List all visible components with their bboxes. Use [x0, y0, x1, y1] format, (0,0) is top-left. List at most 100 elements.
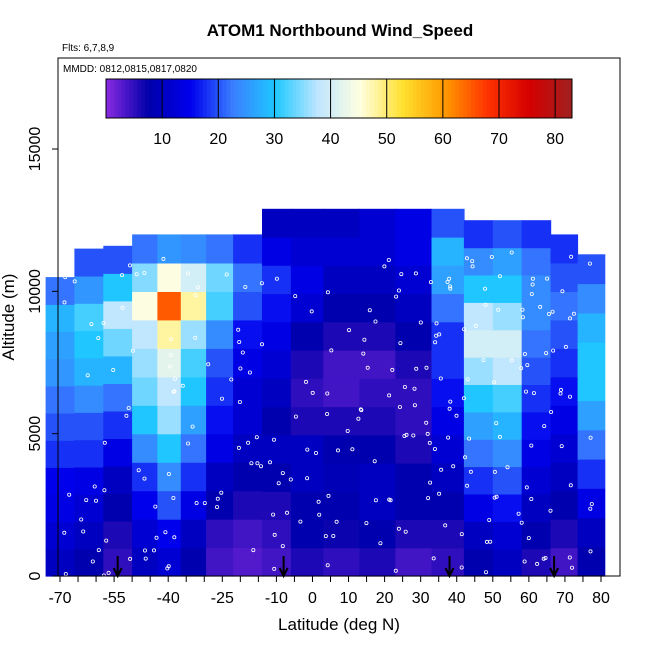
field-cell [463, 521, 494, 550]
colorbar-segment [319, 79, 324, 118]
sample-point [249, 461, 254, 466]
sample-point [219, 396, 224, 401]
field-cell [431, 491, 465, 521]
field-cell [395, 463, 433, 492]
sample-point [462, 455, 467, 460]
sample-point [483, 570, 488, 575]
colorbar-segment [327, 79, 332, 118]
y-tick-label: 0 [27, 571, 44, 580]
sample-point [331, 534, 336, 539]
field-cell [359, 208, 397, 238]
field-cell [323, 378, 360, 408]
field-cell [132, 519, 158, 549]
sample-point [473, 323, 478, 328]
colorbar-segment [525, 79, 530, 118]
colorbar-segment [129, 79, 134, 118]
field-cell [103, 438, 133, 467]
field-cell [550, 490, 579, 520]
x-tick-label: -10 [265, 590, 288, 607]
sample-point [529, 443, 534, 448]
field-cell [233, 519, 263, 549]
colorbar-segment [152, 79, 157, 118]
sample-point [434, 321, 439, 326]
sample-point [130, 348, 135, 353]
sample-point [447, 406, 452, 411]
field-cell [577, 283, 606, 314]
sample-point [236, 445, 241, 450]
colorbar-segment [230, 79, 235, 118]
x-tick-label: 70 [556, 590, 574, 607]
field-cell [463, 439, 494, 468]
field-cell [180, 433, 207, 463]
colorbar-segment [377, 79, 383, 118]
sample-point [427, 440, 432, 445]
field-cell [233, 234, 263, 264]
sample-point [428, 480, 433, 485]
sample-point [404, 432, 409, 437]
sample-point [563, 344, 568, 349]
colorbar-segment [564, 79, 569, 118]
sample-point [559, 444, 564, 449]
colorbar-segment [502, 79, 507, 118]
sample-point [543, 556, 548, 561]
field-cell [431, 519, 465, 549]
sample-point [411, 433, 416, 438]
sample-point [459, 532, 464, 537]
sample-point [255, 461, 260, 466]
field-cell [233, 547, 263, 577]
sample-point [524, 389, 529, 394]
sample-point [551, 348, 556, 353]
field-cell [74, 357, 104, 386]
field-cell [103, 300, 133, 329]
field-cell [577, 429, 606, 460]
colorbar-segment [226, 79, 231, 118]
field-cell [262, 237, 292, 266]
field-cell [132, 433, 158, 463]
field-cell [359, 237, 397, 266]
colorbar-segment [494, 79, 499, 118]
field-cell [233, 462, 263, 492]
colorbar-segment [261, 79, 266, 118]
sample-point [94, 498, 99, 503]
sample-point [305, 476, 310, 481]
sample-point [323, 534, 328, 539]
field-cell [132, 319, 158, 349]
sample-point [259, 281, 264, 286]
sample-point [271, 512, 276, 517]
sample-point [194, 500, 199, 505]
field-cell [359, 350, 397, 379]
field-cell [103, 493, 133, 522]
sample-point [345, 428, 350, 433]
sample-point [448, 399, 453, 404]
colorbar-segment [408, 79, 414, 118]
sample-point [325, 563, 330, 568]
field-cell [180, 547, 207, 577]
field-cell [206, 376, 234, 406]
field-cell [180, 376, 207, 406]
field-cell [431, 237, 465, 266]
colorbar-segment [191, 79, 196, 118]
colorbar-segment [276, 79, 282, 118]
y-axis: 0 5000 10000 15000 [27, 127, 58, 580]
field-cell [577, 400, 606, 431]
sample-point [526, 536, 531, 541]
field-cell [45, 277, 76, 305]
colorbar-segment [412, 79, 418, 118]
sample-point [402, 384, 407, 389]
sample-point [529, 291, 534, 296]
colorbar-segment [288, 79, 293, 118]
sample-point [424, 420, 429, 425]
field-cell [157, 348, 182, 378]
sample-point [63, 275, 68, 280]
sample-point [524, 485, 529, 490]
field-cell [262, 265, 292, 295]
sample-point [481, 358, 486, 363]
sample-point [559, 387, 564, 392]
colorbar-segment [148, 79, 154, 118]
field-cell [550, 291, 579, 321]
field-cell [262, 519, 292, 549]
field-cell [550, 234, 579, 264]
sample-point [497, 274, 502, 279]
sample-point [424, 365, 429, 370]
colorbar-segment [451, 79, 456, 118]
